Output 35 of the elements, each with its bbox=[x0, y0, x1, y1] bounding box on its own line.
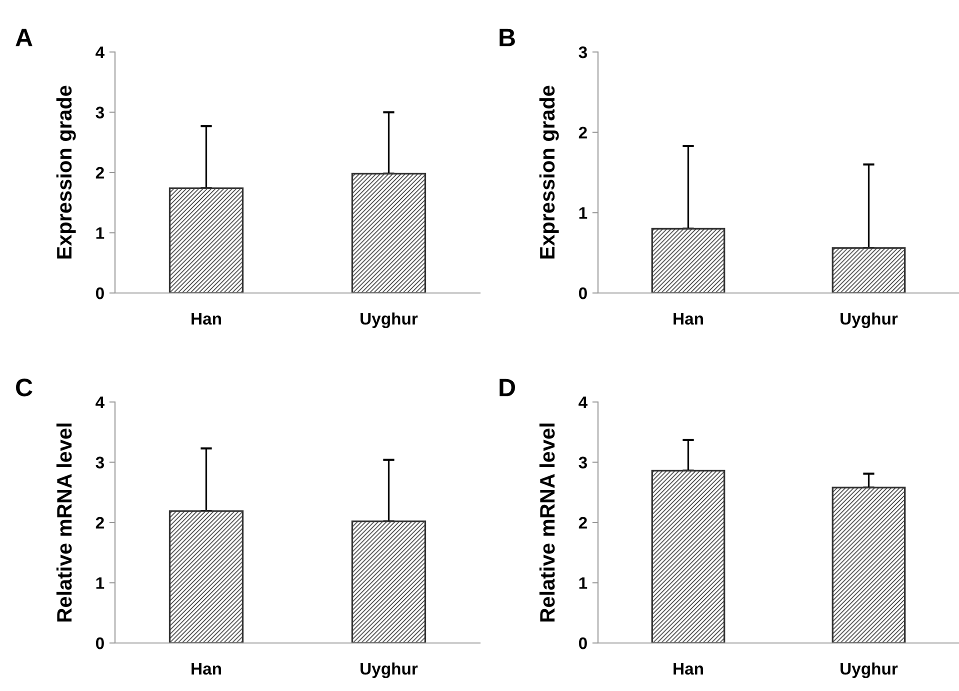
chart-title: A bbox=[16, 28, 32, 46]
y-tick-label: 2 bbox=[96, 166, 104, 179]
y-tick-label: 1 bbox=[96, 577, 104, 589]
y-tick-label: 0 bbox=[578, 287, 587, 300]
chart-title: D bbox=[500, 378, 516, 396]
y-axis-title: Relative mRNA level bbox=[539, 424, 555, 622]
y-axis-title: Expression grade bbox=[56, 86, 76, 259]
y-tick-label: 4 bbox=[578, 396, 588, 408]
y-tick-label: 2 bbox=[578, 516, 587, 529]
y-tick-label: 0 bbox=[578, 637, 587, 650]
chart-title: C bbox=[16, 378, 32, 396]
y-tick-label: 3 bbox=[96, 456, 104, 468]
chart-title: B bbox=[500, 28, 515, 46]
y-axis-title: Expression grade bbox=[539, 86, 559, 259]
y-tick-label: 3 bbox=[578, 46, 587, 58]
y-axis-title: Relative mRNA level bbox=[56, 424, 72, 622]
y-tick-label: 1 bbox=[96, 227, 104, 239]
y-tick-label: 4 bbox=[96, 396, 104, 408]
y-tick-label: 3 bbox=[578, 456, 587, 468]
y-tick-label: 1 bbox=[579, 207, 588, 219]
x-tick-label: Uyghur bbox=[840, 662, 898, 678]
y-tick-label: 4 bbox=[96, 46, 104, 58]
y-tick-label: 2 bbox=[96, 516, 104, 529]
x-tick-label: Uyghur bbox=[840, 312, 898, 328]
y-tick-label: 3 bbox=[96, 106, 104, 118]
x-tick-label: Uyghur bbox=[360, 312, 418, 328]
x-tick-label: Han bbox=[192, 313, 221, 325]
y-tick-label: 0 bbox=[96, 637, 104, 650]
y-tick-label: 1 bbox=[579, 577, 588, 589]
y-tick-label: 0 bbox=[96, 287, 104, 300]
x-tick-label: Han bbox=[674, 313, 703, 325]
y-tick-label: 2 bbox=[578, 126, 587, 138]
x-tick-label: Han bbox=[674, 663, 703, 675]
x-tick-label: Uyghur bbox=[360, 662, 418, 678]
x-tick-label: Han bbox=[192, 663, 221, 675]
